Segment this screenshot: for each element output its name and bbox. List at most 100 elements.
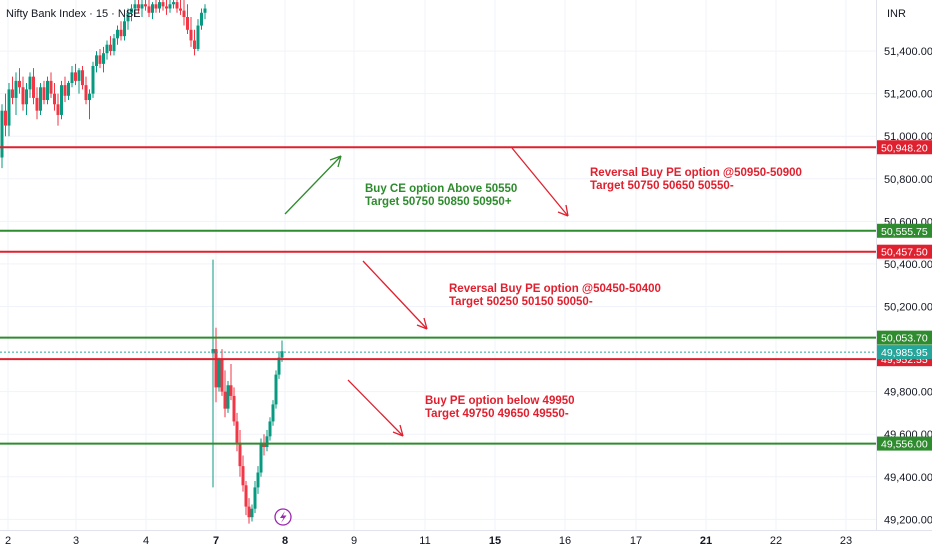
arrow-down-red-3-head xyxy=(392,424,404,437)
candle xyxy=(25,83,28,115)
candle-body xyxy=(151,4,154,13)
candle xyxy=(265,429,269,452)
candle xyxy=(193,29,196,56)
candle-body xyxy=(81,70,84,86)
arrow-up-green xyxy=(284,155,342,215)
time-tick-label: 2 xyxy=(5,535,11,547)
candle-body xyxy=(203,8,207,13)
candle-body xyxy=(32,76,35,98)
candle xyxy=(182,0,186,26)
candle xyxy=(105,40,109,60)
candle xyxy=(102,46,105,73)
last-price-label: 49,985.95 xyxy=(881,347,928,359)
candle xyxy=(18,68,21,94)
price-tick-label: 49,200.00 xyxy=(884,514,932,526)
arrow-down-red-1-head xyxy=(557,204,569,217)
candle-body xyxy=(200,12,203,26)
candle xyxy=(238,429,242,477)
candle-body xyxy=(35,97,39,111)
candle xyxy=(116,25,119,45)
candle-body xyxy=(18,80,21,88)
candle xyxy=(235,412,239,452)
candle xyxy=(168,0,172,13)
candle xyxy=(200,8,203,30)
candle xyxy=(46,76,49,105)
candle-body xyxy=(11,89,14,98)
candle xyxy=(133,0,137,18)
candle-body xyxy=(130,8,133,13)
candle xyxy=(21,76,25,111)
price-tick-label: 50,800.00 xyxy=(884,174,932,186)
annotation-buy-ce: Buy CE option Above 50550 Target 50750 5… xyxy=(365,183,517,208)
candle xyxy=(137,0,140,13)
annotation-reversal-pe-1: Reversal Buy PE option @50950-50900 Targ… xyxy=(590,167,802,192)
price-tick-label: 49,800.00 xyxy=(884,387,932,399)
level-badge-label: 50,457.50 xyxy=(881,247,928,259)
candle xyxy=(226,381,230,413)
candle-body xyxy=(56,104,60,115)
time-tick-label: 17 xyxy=(630,535,642,547)
candle-body xyxy=(105,44,109,54)
candle xyxy=(262,434,266,456)
price-tick-label: 49,400.00 xyxy=(884,472,932,484)
candle-body xyxy=(179,8,182,11)
candle xyxy=(63,76,67,103)
candle-body xyxy=(211,349,215,354)
candle-body xyxy=(220,359,224,392)
candle-body xyxy=(14,80,18,98)
candle-body xyxy=(196,25,200,49)
candle-body xyxy=(271,404,275,422)
arrow-down-red-2-head xyxy=(416,317,428,330)
candle-body xyxy=(4,110,7,126)
candle xyxy=(11,76,14,105)
candle-body xyxy=(223,391,227,409)
arrow-down-red-3 xyxy=(347,379,404,437)
candle xyxy=(172,0,175,9)
annotation-arrows xyxy=(284,147,569,437)
candle xyxy=(220,349,224,396)
candle xyxy=(165,0,168,15)
candle xyxy=(196,19,200,52)
candle xyxy=(175,0,179,13)
price-tick-label: 50,400.00 xyxy=(884,259,932,271)
candle-body xyxy=(137,4,140,9)
candle-body xyxy=(161,2,165,7)
candle-body xyxy=(109,44,112,52)
candle-body xyxy=(123,21,126,37)
flash-icon[interactable] xyxy=(274,508,292,526)
candle-body xyxy=(182,10,186,18)
candle-body xyxy=(84,85,88,101)
candle xyxy=(49,72,53,98)
candle-body xyxy=(49,80,53,94)
annotation-buy-pe-line2: Target 49750 49650 49550- xyxy=(425,408,569,420)
candle xyxy=(271,400,275,426)
price-tick-label: 50,200.00 xyxy=(884,302,932,314)
candle xyxy=(0,104,4,169)
candle-body xyxy=(189,29,193,41)
candle-body xyxy=(172,2,175,5)
annotation-buy-ce-line1: Buy CE option Above 50550 xyxy=(365,183,517,195)
candle-body xyxy=(238,442,242,467)
candle-body xyxy=(116,29,119,39)
candle xyxy=(274,370,278,409)
candle xyxy=(250,504,254,522)
candle xyxy=(109,36,112,56)
candle-body xyxy=(250,508,254,518)
candle-body xyxy=(147,6,151,13)
candle-body xyxy=(25,89,28,105)
candle-body xyxy=(154,4,158,9)
candle xyxy=(77,68,81,94)
candle-body xyxy=(274,374,278,405)
candle-body xyxy=(53,93,56,105)
candle-body xyxy=(60,85,63,115)
candle xyxy=(126,8,130,30)
time-axis-ticks[interactable]: 2 3 4 7 8 9 11 15 16 17 21 22 23 xyxy=(5,535,852,547)
annotation-reversal-pe-1-line2: Target 50750 50650 50550- xyxy=(590,180,734,192)
candle xyxy=(67,80,70,101)
arrow-down-red-2 xyxy=(362,260,428,330)
candle xyxy=(88,89,91,120)
candle-body xyxy=(77,70,81,81)
level-badge xyxy=(877,140,932,155)
level-badge-label: 50,053.70 xyxy=(881,333,928,345)
